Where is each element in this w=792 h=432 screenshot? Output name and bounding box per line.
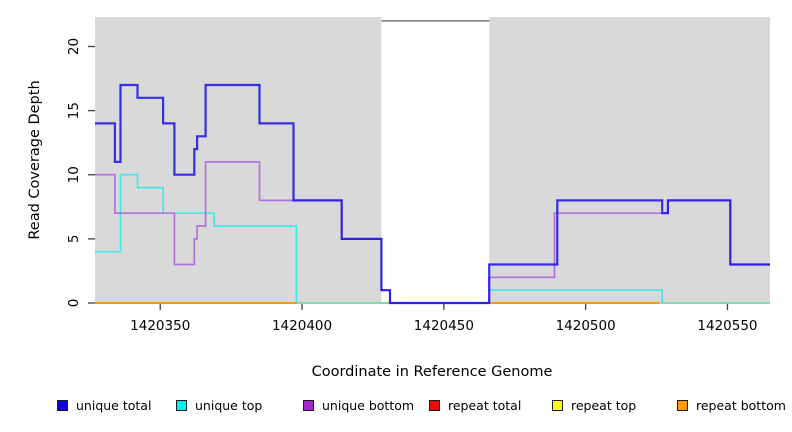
legend-swatch-repeat-bottom [677, 400, 688, 411]
x-tick-label: 1420350 [130, 318, 190, 334]
legend-item-repeat-bottom: repeat bottom [677, 398, 786, 413]
x-tick-label: 1420550 [697, 318, 757, 334]
legend-swatch-unique-top [176, 400, 187, 411]
y-tick-label: 10 [66, 166, 82, 183]
legend-swatch-repeat-total [429, 400, 440, 411]
y-tick-label: 5 [66, 235, 82, 244]
legend: unique total unique top unique bottom re… [0, 398, 792, 420]
legend-item-unique-top: unique top [176, 398, 262, 413]
legend-item-repeat-total: repeat total [429, 398, 521, 413]
gap-region [381, 17, 490, 303]
legend-label: repeat top [571, 398, 637, 413]
legend-label: unique bottom [322, 398, 415, 413]
legend-swatch-unique-bottom [303, 400, 314, 411]
series-unique-total [95, 83, 770, 305]
x-tick-label: 1420450 [414, 318, 474, 334]
legend-label: repeat total [448, 398, 522, 413]
y-tick-label: 0 [66, 299, 82, 308]
legend-item-unique-bottom: unique bottom [303, 398, 414, 413]
series-unique-top [95, 173, 770, 304]
legend-label: unique top [195, 398, 263, 413]
legend-label: unique total [76, 398, 152, 413]
x-axis-title: Coordinate in Reference Genome [311, 364, 553, 380]
x-tick-label: 1420500 [556, 318, 616, 334]
legend-item-repeat-top: repeat top [552, 398, 636, 413]
legend-label: repeat bottom [696, 398, 786, 413]
y-tick-label: 15 [66, 102, 82, 119]
y-tick-label: 20 [66, 38, 82, 55]
legend-item-unique-total: unique total [57, 398, 151, 413]
legend-swatch-repeat-top [552, 400, 563, 411]
legend-swatch-unique-total [57, 400, 68, 411]
x-tick-label: 1420400 [272, 318, 332, 334]
